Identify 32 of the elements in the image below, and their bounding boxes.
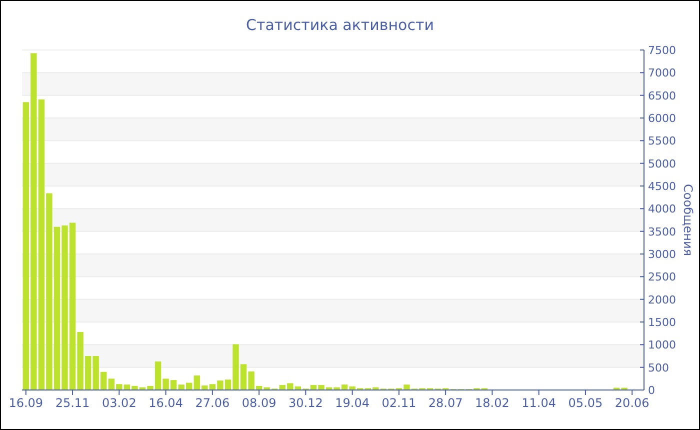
y-tick-label: 2000 — [648, 293, 676, 306]
x-tick-label: 19.04 — [335, 396, 370, 410]
x-tick-label: 16.04 — [148, 396, 183, 410]
x-tick-label: 02.11 — [382, 396, 416, 410]
x-tick-label: 03.02 — [102, 396, 136, 410]
y-tick-label: 6000 — [648, 112, 676, 125]
y-tick-label: 1000 — [648, 338, 676, 352]
y-tick-label: 4000 — [648, 202, 676, 216]
y-tick-label: 7000 — [648, 66, 676, 80]
x-tick-label: 27.06 — [195, 396, 230, 410]
y-tick-label: 5000 — [648, 157, 676, 170]
x-tick-label: 20.06 — [614, 396, 650, 410]
x-tick-label: 05.05 — [568, 396, 603, 410]
x-tick-label: 28.07 — [428, 396, 463, 410]
y-tick-label: 5500 — [648, 134, 676, 148]
y-tick-label: 500 — [648, 361, 669, 374]
x-tick-label: 08.09 — [242, 396, 276, 410]
y-tick-label: 2500 — [648, 270, 676, 284]
x-tick-label: 11.04 — [522, 396, 556, 410]
y-tick-label: 3000 — [648, 248, 676, 261]
y-tick-label: 3500 — [648, 225, 676, 238]
y-tick-label: 4500 — [648, 180, 676, 193]
x-tick-label: 25.11 — [55, 396, 90, 410]
chart-title: Статистика активности — [246, 16, 434, 34]
y-tick-label: 0 — [648, 384, 655, 397]
x-tick-label: 18.02 — [475, 396, 510, 410]
y-tick-label: 7500 — [648, 44, 676, 57]
y-tick-label: 1500 — [648, 316, 676, 329]
y-axis-title: Сообщения — [681, 184, 695, 256]
x-tick-label: 16.09 — [8, 396, 44, 410]
x-tick-label: 30.12 — [288, 396, 323, 410]
y-tick-label: 6500 — [648, 89, 676, 102]
